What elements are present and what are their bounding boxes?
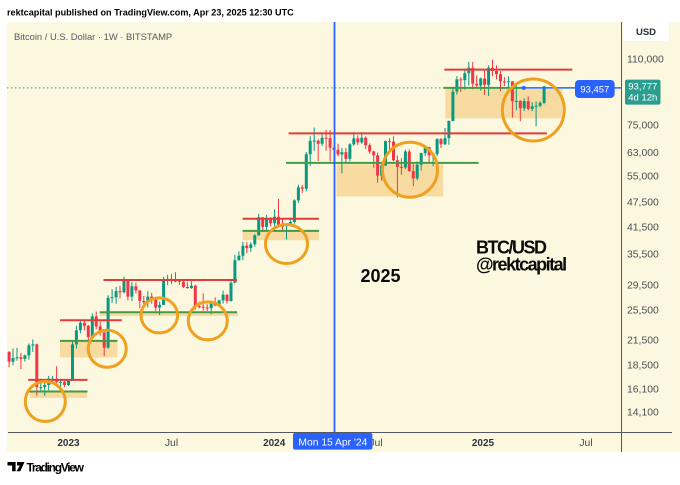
- svg-text:2025: 2025: [472, 438, 495, 449]
- svg-text:21,500: 21,500: [627, 336, 659, 347]
- svg-text:USD: USD: [636, 27, 656, 38]
- svg-text:Jul: Jul: [165, 438, 178, 449]
- svg-text:25,500: 25,500: [627, 306, 659, 317]
- svg-text:2025: 2025: [361, 266, 401, 286]
- svg-text:16,100: 16,100: [627, 385, 659, 396]
- svg-text:35,500: 35,500: [627, 250, 659, 261]
- svg-text:47,500: 47,500: [627, 198, 659, 209]
- svg-text:Mon 15 Apr '24: Mon 15 Apr '24: [298, 438, 367, 449]
- svg-text:4d 12h: 4d 12h: [628, 92, 657, 103]
- svg-text:Jul: Jul: [369, 438, 382, 449]
- svg-text:Jul: Jul: [579, 438, 592, 449]
- svg-text:TradingView: TradingView: [27, 460, 85, 474]
- svg-text:2024: 2024: [263, 438, 286, 449]
- svg-text:41,500: 41,500: [627, 223, 659, 234]
- svg-text:55,000: 55,000: [627, 172, 659, 183]
- svg-text:63,000: 63,000: [627, 148, 659, 159]
- svg-text:rektcapital published on Tradi: rektcapital published on TradingView.com…: [7, 8, 294, 18]
- svg-text:110,000: 110,000: [627, 55, 664, 66]
- svg-text:14,100: 14,100: [627, 408, 659, 419]
- svg-text:18,500: 18,500: [627, 361, 659, 372]
- svg-text:Bitcoin / U.S. Dollar · 1W · B: Bitcoin / U.S. Dollar · 1W · BITSTAMP: [14, 31, 172, 42]
- svg-text:93,777: 93,777: [628, 81, 657, 92]
- svg-text:@rektcapital: @rektcapital: [476, 255, 566, 275]
- svg-text:2023: 2023: [57, 438, 80, 449]
- svg-text:75,000: 75,000: [627, 121, 659, 132]
- svg-text:29,500: 29,500: [627, 281, 659, 292]
- svg-text:93,457: 93,457: [580, 85, 609, 96]
- svg-text:BTC/USD: BTC/USD: [476, 238, 547, 258]
